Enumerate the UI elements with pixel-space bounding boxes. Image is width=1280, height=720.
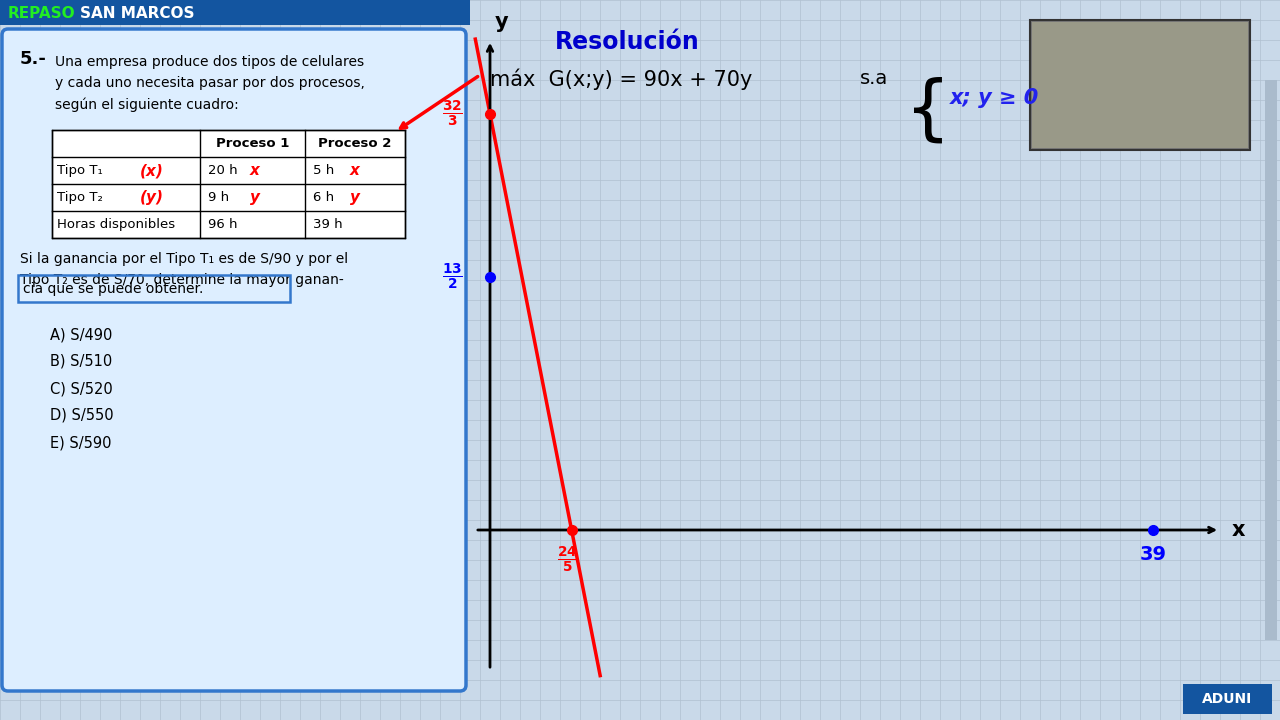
Text: x; y ≥ 0: x; y ≥ 0: [950, 88, 1039, 108]
Text: E) S/590: E) S/590: [50, 435, 111, 450]
FancyBboxPatch shape: [3, 29, 466, 691]
Text: Tipo T₂ es de S/70, determine la mayor ganan-: Tipo T₂ es de S/70, determine la mayor g…: [20, 273, 344, 287]
Text: Si la ganancia por el Tipo T₁ es de S/90 y por el: Si la ganancia por el Tipo T₁ es de S/90…: [20, 252, 348, 266]
Text: SAN MARCOS: SAN MARCOS: [79, 6, 195, 20]
Text: 5.-: 5.-: [20, 50, 47, 68]
Text: $\mathbf{\frac{24}{5}}$: $\mathbf{\frac{24}{5}}$: [557, 545, 579, 575]
Text: s.a: s.a: [860, 69, 888, 88]
Text: y: y: [250, 190, 260, 205]
FancyBboxPatch shape: [1030, 20, 1251, 150]
Text: Una empresa produce dos tipos de celulares: Una empresa produce dos tipos de celular…: [55, 55, 364, 69]
Text: cia que se puede obtener.: cia que se puede obtener.: [23, 282, 204, 296]
FancyBboxPatch shape: [0, 0, 470, 25]
Text: 9 h: 9 h: [207, 191, 229, 204]
Text: 39: 39: [1139, 545, 1166, 564]
Text: 96 h: 96 h: [207, 218, 238, 231]
Text: B) S/510: B) S/510: [50, 354, 113, 369]
Text: Resolución: Resolución: [556, 30, 700, 54]
Text: ADUNI: ADUNI: [1202, 692, 1252, 706]
Text: {: {: [905, 77, 951, 146]
Text: REPASO: REPASO: [8, 6, 76, 20]
Text: x: x: [250, 163, 260, 178]
Text: 39 h: 39 h: [314, 218, 343, 231]
Text: máx  G(x;y) = 90x + 70y: máx G(x;y) = 90x + 70y: [490, 69, 753, 91]
FancyBboxPatch shape: [1032, 22, 1248, 148]
FancyBboxPatch shape: [52, 130, 404, 238]
Text: A) S/490: A) S/490: [50, 327, 113, 342]
Text: C) S/520: C) S/520: [50, 381, 113, 396]
Text: Proceso 2: Proceso 2: [319, 137, 392, 150]
Text: Tipo T₂: Tipo T₂: [58, 191, 102, 204]
Text: Proceso 1: Proceso 1: [216, 137, 289, 150]
Text: x: x: [349, 163, 360, 178]
Text: D) S/550: D) S/550: [50, 408, 114, 423]
Text: y: y: [349, 190, 360, 205]
Text: Tipo T₁: Tipo T₁: [58, 164, 102, 177]
Text: x: x: [1231, 520, 1245, 540]
Text: (y): (y): [140, 190, 164, 205]
FancyBboxPatch shape: [1183, 684, 1272, 714]
Text: $\mathbf{\frac{13}{2}}$: $\mathbf{\frac{13}{2}}$: [442, 261, 463, 292]
FancyBboxPatch shape: [1265, 80, 1277, 640]
Text: Horas disponibles: Horas disponibles: [58, 218, 175, 231]
Text: (x): (x): [140, 163, 164, 178]
Text: 5 h: 5 h: [314, 164, 334, 177]
Text: $\mathbf{\frac{32}{3}}$: $\mathbf{\frac{32}{3}}$: [442, 99, 463, 129]
Text: y: y: [495, 12, 509, 32]
Text: según el siguiente cuadro:: según el siguiente cuadro:: [55, 97, 239, 112]
Text: 6 h: 6 h: [314, 191, 334, 204]
Text: 20 h: 20 h: [207, 164, 238, 177]
Text: y cada uno necesita pasar por dos procesos,: y cada uno necesita pasar por dos proces…: [55, 76, 365, 90]
